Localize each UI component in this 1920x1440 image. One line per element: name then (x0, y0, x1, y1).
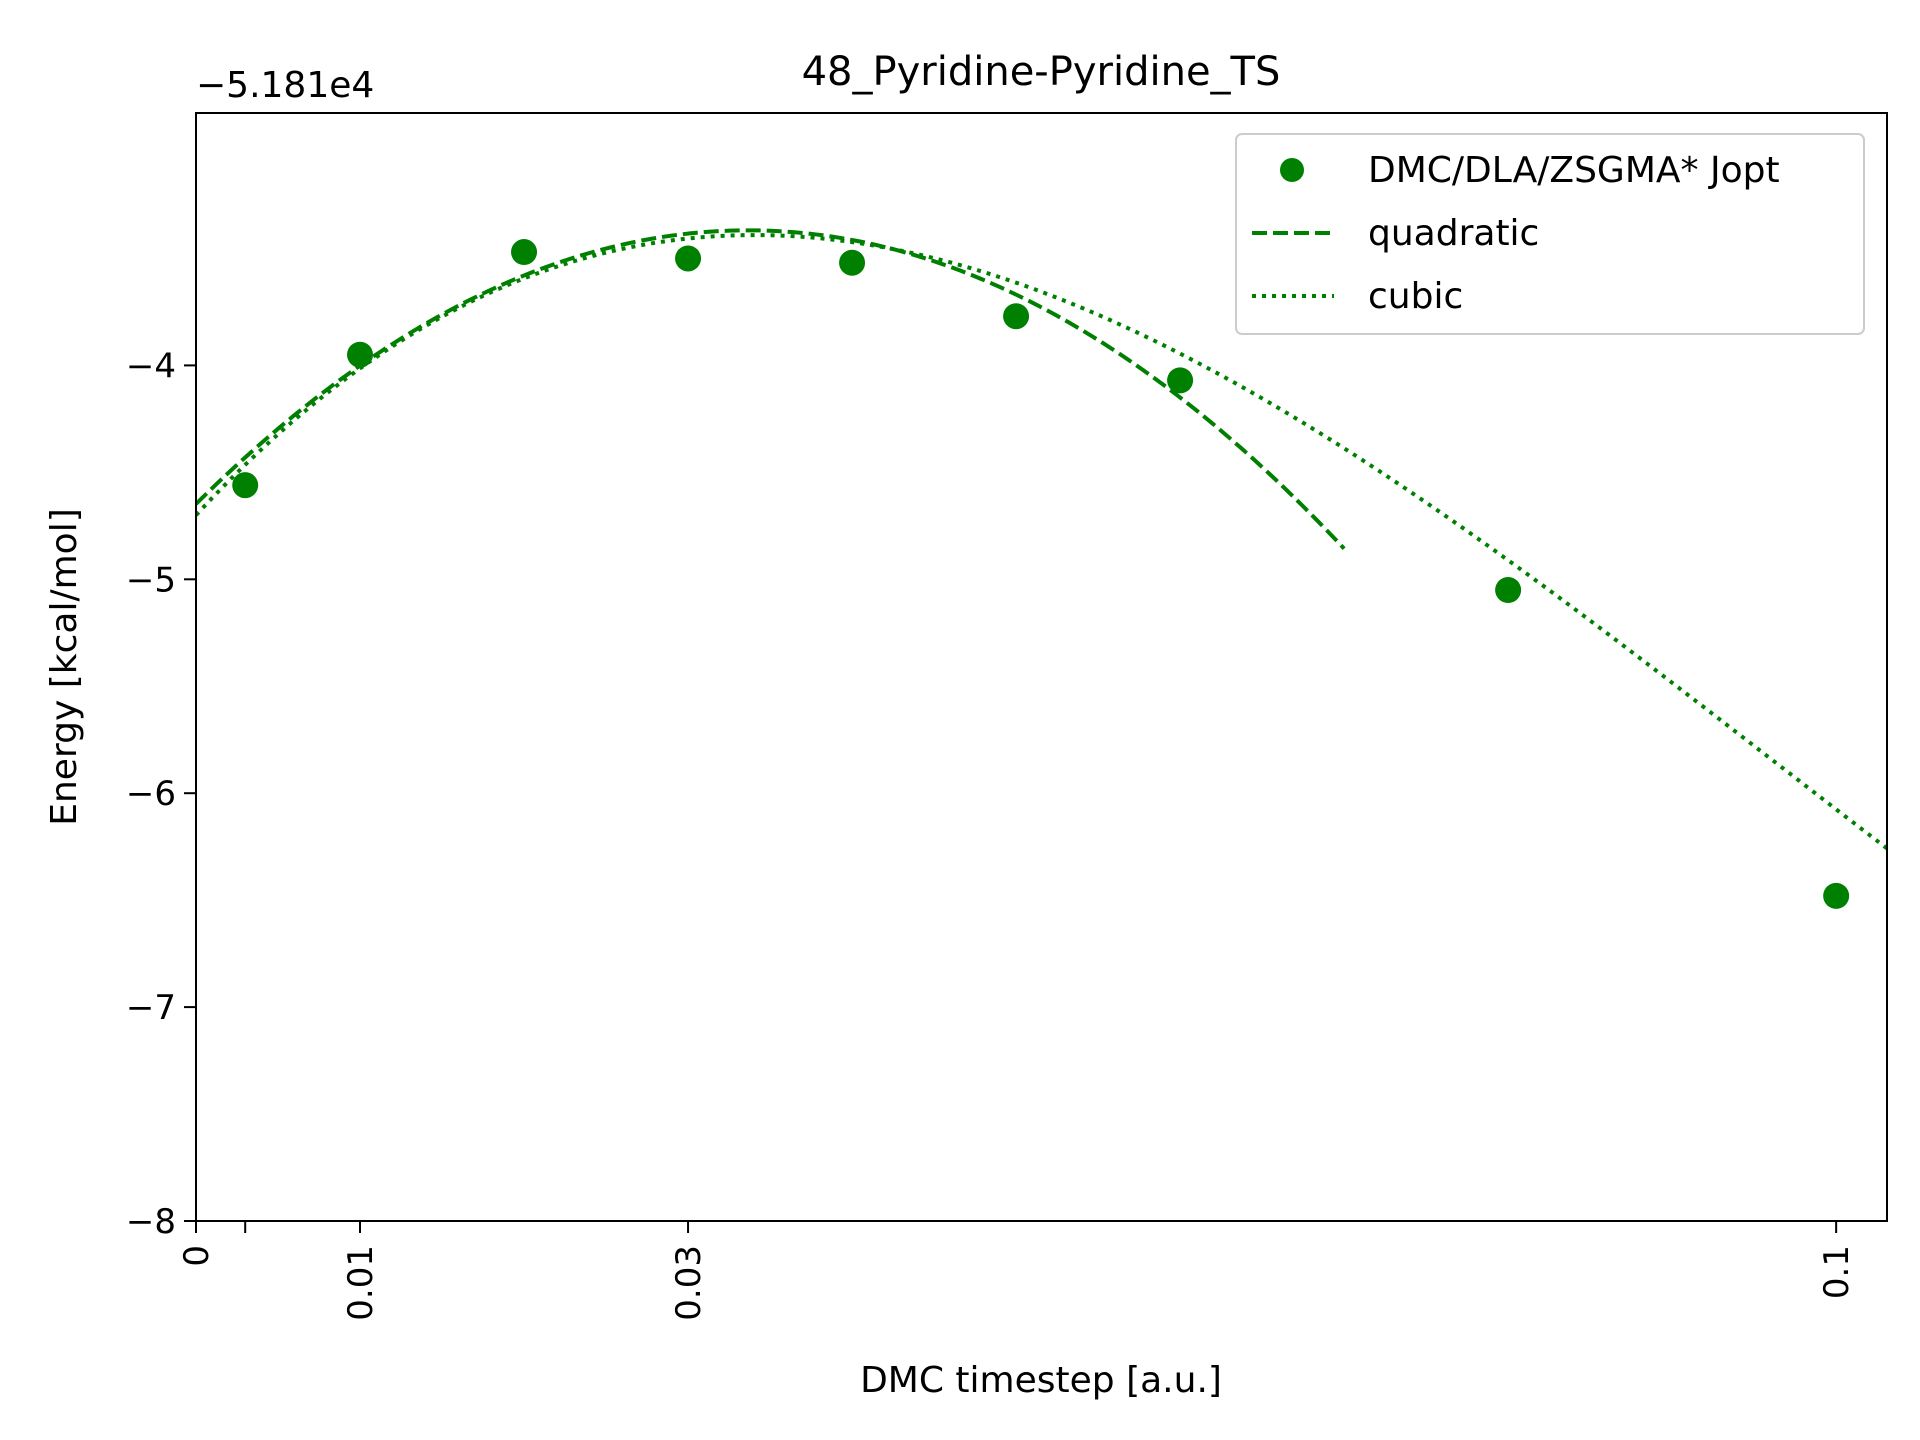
fit-lines (196, 228, 1887, 850)
x-tick-label-4: 0.1 (1817, 1245, 1857, 1299)
legend-label-points: DMC/DLA/ZSGMA* Jopt (1368, 150, 1780, 191)
data-point-3 (675, 245, 702, 272)
legend: DMC/DLA/ZSGMA* Jopt quadratic cubic (1235, 133, 1865, 335)
y-axis-label: Energy [kcal/mol] (44, 508, 85, 826)
legend-label-cubic: cubic (1368, 276, 1463, 317)
x-tick-label-0: 0 (177, 1245, 217, 1267)
y-tick-label-2: −6 (126, 774, 176, 814)
legend-marker-points (1280, 158, 1304, 182)
x-tick-label-3: 0.03 (669, 1245, 709, 1321)
legend-box (1235, 133, 1865, 335)
x-axis: 0 0.01 0.03 0.1 (177, 1221, 1857, 1321)
chart-title: 48_Pyridine-Pyridine_TS (802, 49, 1281, 95)
y-tick-label-4: −8 (126, 1202, 176, 1242)
y-offset-label: −5.181e4 (196, 65, 374, 106)
y-tick-label-0: −4 (126, 346, 176, 386)
y-tick-label-1: −5 (126, 560, 176, 600)
legend-label-quadratic: quadratic (1368, 213, 1539, 254)
fit-line-quadratic (196, 228, 1346, 550)
data-point-4 (839, 249, 866, 276)
data-point-5 (1003, 303, 1030, 330)
plot-frame (195, 112, 1888, 1222)
x-axis-label: DMC timestep [a.u.] (860, 1360, 1222, 1401)
plot-area (195, 112, 1888, 1222)
data-point-8 (1823, 882, 1850, 909)
data-point-0 (232, 472, 259, 499)
y-axis: −4 −5 −6 −7 −8 (126, 346, 196, 1242)
y-tick-label-3: −7 (126, 988, 176, 1028)
data-point-6 (1167, 367, 1194, 394)
data-point-2 (511, 239, 538, 266)
x-tick-label-2: 0.01 (341, 1245, 381, 1321)
data-point-1 (347, 341, 374, 368)
data-points (232, 239, 1850, 909)
data-point-7 (1495, 576, 1522, 603)
